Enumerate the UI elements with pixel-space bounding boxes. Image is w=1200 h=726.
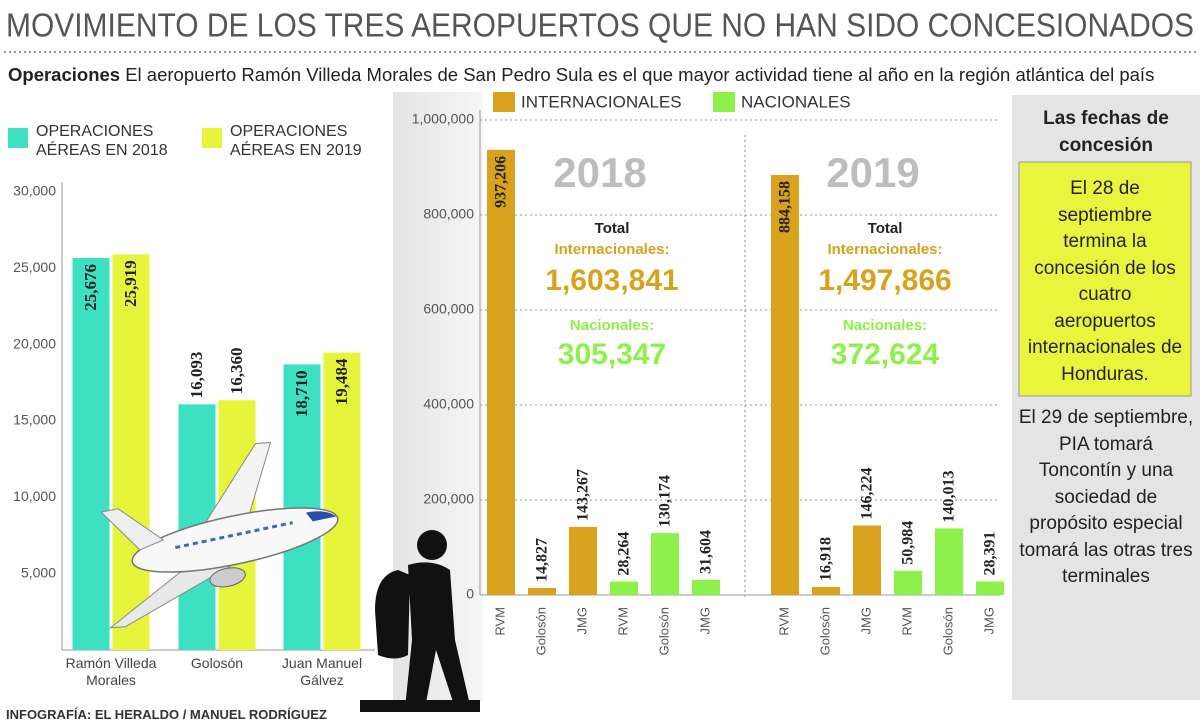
value-label: 143,267 xyxy=(575,469,592,521)
highlight-box xyxy=(1018,161,1192,397)
value-label: 14,827 xyxy=(534,538,551,582)
nat-total: 305,347 xyxy=(558,338,666,371)
nat-total: 372,624 xyxy=(831,338,940,371)
value-label: 31,604 xyxy=(698,530,715,574)
legend-swatch xyxy=(493,92,515,112)
value-label: 18,710 xyxy=(292,370,311,417)
value-label: 140,013 xyxy=(941,470,958,522)
y-tick-label: 25,000 xyxy=(13,259,56,275)
bar xyxy=(853,525,881,595)
intl-label: Internacionales: xyxy=(554,241,669,258)
bar xyxy=(771,175,799,595)
x-tick-label: RVM xyxy=(776,607,791,636)
x-tick-label: RVM xyxy=(899,607,914,636)
bar xyxy=(323,352,361,650)
bar xyxy=(610,581,638,595)
intl-total: 1,603,841 xyxy=(545,264,678,297)
legend-swatch xyxy=(713,92,735,112)
legend-label: NACIONALES xyxy=(741,92,851,111)
bar xyxy=(72,258,110,650)
sidebar-highlight: El 28 de septiembre termina la concesión… xyxy=(1027,178,1183,385)
bar xyxy=(812,586,840,595)
subtitle-text: El aeropuerto Ramón Villeda Morales de S… xyxy=(125,64,1155,85)
value-label: 25,919 xyxy=(121,260,140,307)
title: MOVIMIENTO DE LOS TRES AEROPUERTOS QUE N… xyxy=(6,7,1194,44)
bar xyxy=(976,581,1004,595)
bar xyxy=(651,533,679,595)
x-tick-label: Golosón xyxy=(656,607,671,655)
value-label: 50,984 xyxy=(900,521,917,565)
y-tick-label: 30,000 xyxy=(13,183,56,199)
x-tick-label: RVM xyxy=(492,607,507,636)
x-tick-label: JMG xyxy=(981,607,996,634)
legend-swatch xyxy=(8,128,28,148)
subtitle: Operaciones El aeropuerto Ramón Villeda … xyxy=(8,62,1158,87)
value-label: 19,484 xyxy=(332,358,351,405)
value-label: 130,174 xyxy=(657,475,674,527)
legend-label: OPERACIONES AÉREAS EN 2018 xyxy=(36,123,168,159)
legend-label: INTERNACIONALES xyxy=(521,92,682,111)
value-label: 25,676 xyxy=(81,264,100,311)
y-tick-label: 400,000 xyxy=(423,396,474,412)
value-label: 28,264 xyxy=(616,532,633,576)
bar xyxy=(528,587,556,595)
value-label: 884,158 xyxy=(777,181,794,233)
intl-total: 1,497,866 xyxy=(818,264,951,297)
value-label: 146,224 xyxy=(859,468,876,520)
y-tick-label: 10,000 xyxy=(13,488,56,504)
value-label: 16,918 xyxy=(818,537,835,581)
nat-label: Nacionales: xyxy=(570,317,654,334)
y-tick-label: 800,000 xyxy=(423,206,474,222)
x-tick-label: Golosón xyxy=(817,607,832,655)
bar xyxy=(112,254,150,650)
legend-swatch xyxy=(202,128,222,148)
total-label: Total xyxy=(868,220,903,237)
bar xyxy=(894,570,922,595)
nat-label: Nacionales: xyxy=(843,317,927,334)
x-tick-label: Golosón xyxy=(940,607,955,655)
intl-label: Internacionales: xyxy=(827,241,942,258)
x-tick-label: JMG xyxy=(697,607,712,634)
value-label: 16,360 xyxy=(227,347,246,394)
x-tick-label: Juan Manuel Gálvez xyxy=(281,655,363,688)
value-label: 28,391 xyxy=(982,532,999,576)
y-tick-label: 600,000 xyxy=(423,301,474,317)
y-tick-label: 1,000,000 xyxy=(412,111,474,127)
total-label: Total xyxy=(595,220,630,237)
subtitle-lead: Operaciones xyxy=(8,64,121,85)
sidebar-text: El 29 de septiembre, PIA tomará Toncontí… xyxy=(1018,407,1194,587)
credit: INFOGRAFÍA: EL HERALDO / MANUEL RODRÍGUE… xyxy=(6,707,327,722)
x-tick-label: JMG xyxy=(858,607,873,634)
bar xyxy=(569,526,597,595)
bar xyxy=(692,579,720,595)
traveler-illustration xyxy=(360,530,480,712)
bar xyxy=(487,149,515,595)
y-tick-label: 15,000 xyxy=(13,412,56,428)
legend-label: OPERACIONES AÉREAS EN 2019 xyxy=(230,123,362,159)
value-label: 937,206 xyxy=(493,156,510,208)
y-tick-label: 5,000 xyxy=(21,564,56,580)
y-tick-label: 200,000 xyxy=(423,491,474,507)
bar xyxy=(283,364,321,650)
y-tick-label: 0 xyxy=(466,586,474,602)
x-tick-label: Golosón xyxy=(533,607,548,655)
bar xyxy=(935,528,963,595)
value-label: 16,093 xyxy=(187,352,206,399)
x-tick-label: RVM xyxy=(615,607,630,636)
x-tick-label: Golosón xyxy=(190,655,244,671)
x-tick-label: JMG xyxy=(574,607,589,634)
panel-title: 2018 xyxy=(553,149,646,196)
panel-title: 2019 xyxy=(826,149,919,196)
y-tick-label: 20,000 xyxy=(13,335,56,351)
sidebar-title: Las fechas de concesión xyxy=(1043,108,1169,156)
plane-illustration xyxy=(100,441,339,629)
x-tick-label: Ramón Villeda Morales xyxy=(65,655,157,688)
